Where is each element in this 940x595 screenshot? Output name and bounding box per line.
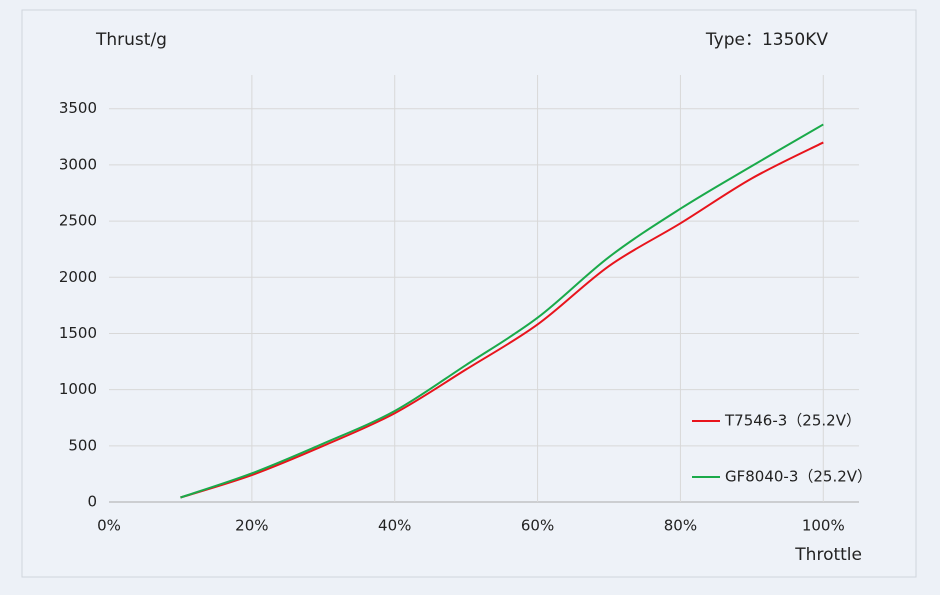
y-axis-label: Thrust/g <box>95 30 167 50</box>
x-tick-label: 100% <box>802 517 845 535</box>
x-tick-label: 40% <box>378 517 411 535</box>
line-series <box>180 123 824 499</box>
y-tick-label: 1000 <box>59 380 97 398</box>
legend-label: GF8040-3（25.2V） <box>725 468 872 486</box>
y-tick-label: 3500 <box>59 99 97 117</box>
y-tick-label: 0 <box>87 493 97 511</box>
y-tick-label: 3000 <box>59 155 97 173</box>
x-tick-label: 20% <box>235 517 268 535</box>
x-tick-label: 0% <box>97 517 121 535</box>
x-axis-label: Throttle <box>794 545 862 565</box>
annotation: Type：1350KV <box>705 30 828 50</box>
y-tick-label: 2500 <box>59 212 97 230</box>
x-tick-label: 80% <box>664 517 697 535</box>
line-series <box>180 141 824 499</box>
x-tick-label: 60% <box>521 517 554 535</box>
chart-panel <box>21 9 917 578</box>
y-tick-label: 500 <box>68 436 97 454</box>
y-tick-label: 2000 <box>59 268 97 286</box>
legend-label: T7546-3（25.2V） <box>724 412 861 430</box>
y-tick-label: 1500 <box>59 324 97 342</box>
